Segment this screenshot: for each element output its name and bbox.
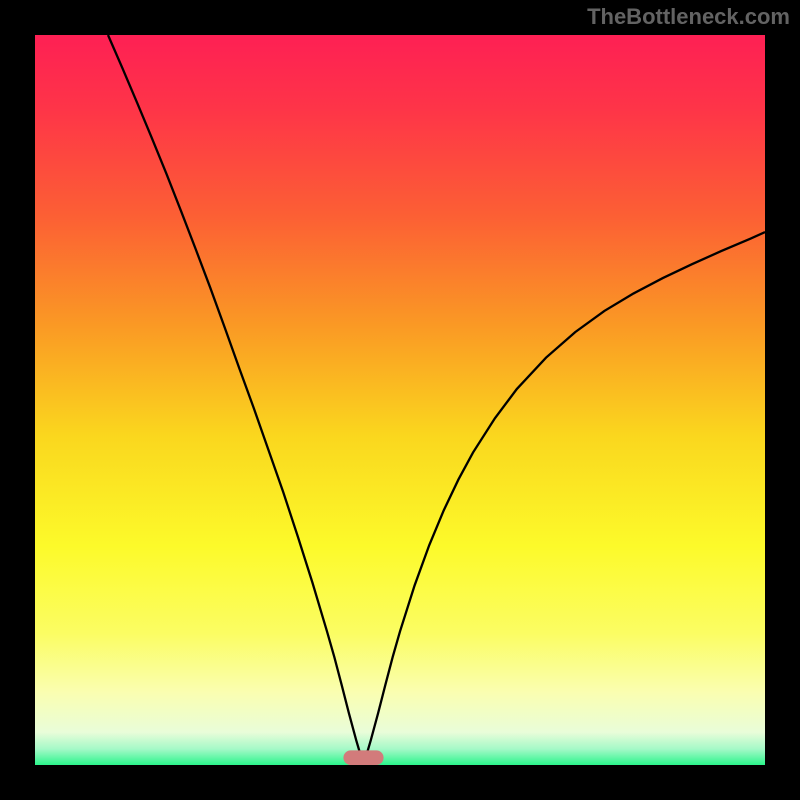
chart-container: TheBottleneck.com — [0, 0, 800, 800]
bottleneck-chart — [0, 0, 800, 800]
plot-background — [35, 35, 765, 765]
optimal-marker — [343, 750, 383, 765]
